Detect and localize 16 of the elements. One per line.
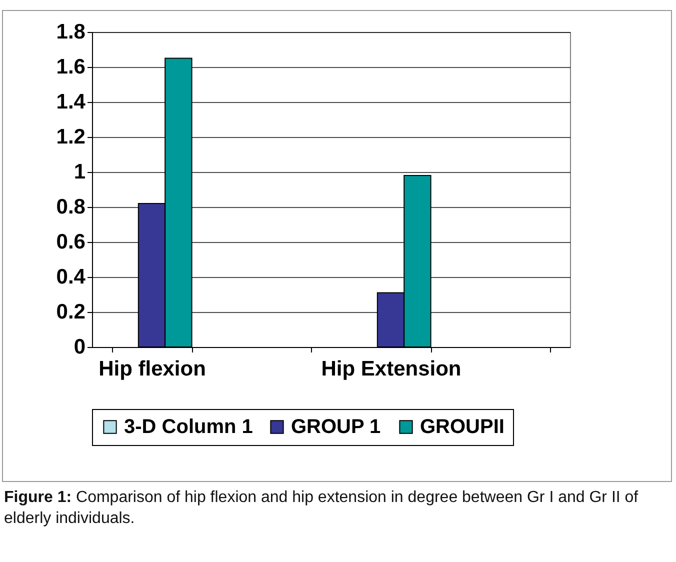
- legend-label: 3-D Column 1: [124, 416, 253, 438]
- y-tick-label: 0.6: [56, 230, 86, 254]
- x-tick-label: Hip flexion: [98, 358, 206, 380]
- y-tick-label: 0.2: [56, 300, 86, 324]
- y-tick-label: 1.8: [56, 20, 86, 44]
- y-tick-label: 0: [74, 336, 86, 358]
- y-tick-label: 0.8: [56, 196, 86, 218]
- caption: Figure 1: Comparison of hip flexion and hip extension in degree between Gr I and Gr II of elderly individuals.: [4, 488, 640, 529]
- legend-label: GROUPII: [420, 416, 504, 438]
- y-tick-label: 0.4: [56, 266, 86, 288]
- y-tick-label: 1.6: [56, 56, 86, 78]
- y-tick-label: 1.2: [56, 126, 86, 148]
- y-tick-label: 1: [74, 160, 86, 184]
- x-tick-label: Hip Extension: [321, 358, 462, 380]
- legend-label: GROUP 1: [291, 416, 381, 438]
- y-tick-label: 1.4: [56, 90, 86, 114]
